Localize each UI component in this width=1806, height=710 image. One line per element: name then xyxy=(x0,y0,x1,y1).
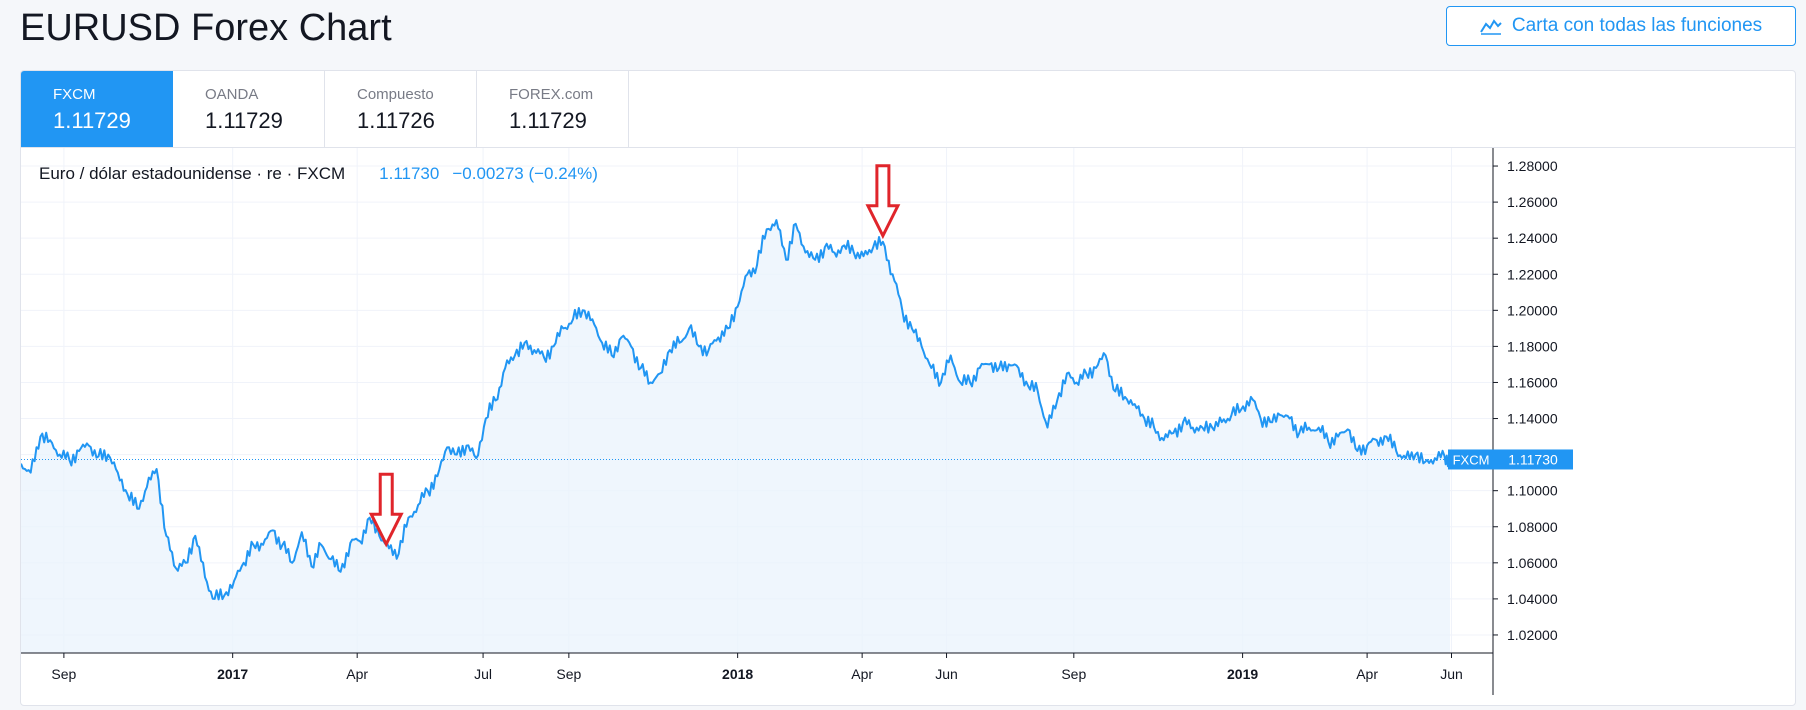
exchange-tabs: FXCM 1.11729 OANDA 1.11729 Compuesto 1.1… xyxy=(21,71,629,148)
legend-last-price: 1.11730 xyxy=(379,164,440,183)
x-tick-label: Sep xyxy=(556,666,581,682)
x-tick-label: Sep xyxy=(1061,666,1086,682)
chart-card: FXCM 1.11729 OANDA 1.11729 Compuesto 1.1… xyxy=(20,70,1796,706)
price-chart[interactable]: 1.28000 1.26000 1.24000 1.22000 1.20000 1.180… xyxy=(21,148,1796,706)
y-tick-label: 1.06000 xyxy=(1507,555,1558,571)
down-arrow-annotation xyxy=(368,472,404,548)
x-tick-label: Apr xyxy=(1356,666,1378,682)
y-tick-label: 1.04000 xyxy=(1507,591,1558,607)
chart-legend: Euro / dólar estadounidense · re · FXCM … xyxy=(39,163,598,185)
y-tick-label: 1.02000 xyxy=(1507,627,1558,643)
tab-price: 1.11729 xyxy=(205,108,283,133)
x-tick-label: Jun xyxy=(1440,666,1463,682)
tab-name: FXCM xyxy=(53,86,96,103)
last-value-badge-value: 1.11730 xyxy=(1508,451,1558,467)
x-tick-label: Jul xyxy=(474,666,492,682)
y-tick-label: 1.18000 xyxy=(1507,338,1558,354)
tabs-divider xyxy=(21,147,1795,148)
x-tick-label: 2017 xyxy=(217,666,248,682)
series-line xyxy=(21,219,1452,601)
x-tick-label: Sep xyxy=(51,666,76,682)
y-tick-label: 1.24000 xyxy=(1507,230,1558,246)
x-tick-label: Apr xyxy=(346,666,368,682)
y-tick-label: 1.16000 xyxy=(1507,374,1558,390)
chart-icon xyxy=(1479,17,1502,35)
legend-symbol: Euro / dólar estadounidense · re · FXCM xyxy=(39,164,346,183)
full-chart-button[interactable]: Carta con todas las funciones xyxy=(1446,6,1796,46)
last-value-badge-name-bg xyxy=(1448,449,1493,470)
last-value-badge-value-bg xyxy=(1493,449,1573,470)
tab-price: 1.11729 xyxy=(53,108,131,133)
full-chart-button-label: Carta con todas las funciones xyxy=(1511,15,1763,36)
series-area xyxy=(21,220,1451,653)
y-tick-label: 1.28000 xyxy=(1507,158,1558,174)
y-tick-label: 1.26000 xyxy=(1507,194,1558,210)
tab-price: 1.11726 xyxy=(357,108,435,133)
tab-name: OANDA xyxy=(205,86,259,103)
last-value-badge: FXCM 1.11730 xyxy=(1448,449,1573,470)
down-arrow-annotation xyxy=(865,164,901,240)
tab-forex-com[interactable]: FOREX.com 1.11729 xyxy=(477,71,629,148)
tab-name: Compuesto xyxy=(357,86,434,103)
x-tick-label: Jun xyxy=(935,666,958,682)
tab-fxcm[interactable]: FXCM 1.11729 xyxy=(21,71,173,148)
x-tick-label: 2018 xyxy=(722,666,753,682)
last-value-badge-name: FXCM xyxy=(1453,452,1490,467)
page-title: EURUSD Forex Chart xyxy=(20,7,392,49)
tab-oanda[interactable]: OANDA 1.11729 xyxy=(173,71,325,148)
tab-price: 1.11729 xyxy=(509,108,587,133)
y-tick-label: 1.22000 xyxy=(1507,266,1558,282)
y-tick-label: 1.10000 xyxy=(1507,483,1558,499)
tab-name: FOREX.com xyxy=(509,86,594,103)
y-tick-label: 1.14000 xyxy=(1507,411,1558,427)
y-tick-label: 1.20000 xyxy=(1507,302,1558,318)
y-tick-label: 1.08000 xyxy=(1507,519,1558,535)
x-tick-label: 2019 xyxy=(1227,666,1258,682)
legend-change: −0.00273 (−0.24%) xyxy=(452,164,598,183)
x-tick-label: Apr xyxy=(851,666,873,682)
tab-compuesto[interactable]: Compuesto 1.11726 xyxy=(325,71,477,148)
